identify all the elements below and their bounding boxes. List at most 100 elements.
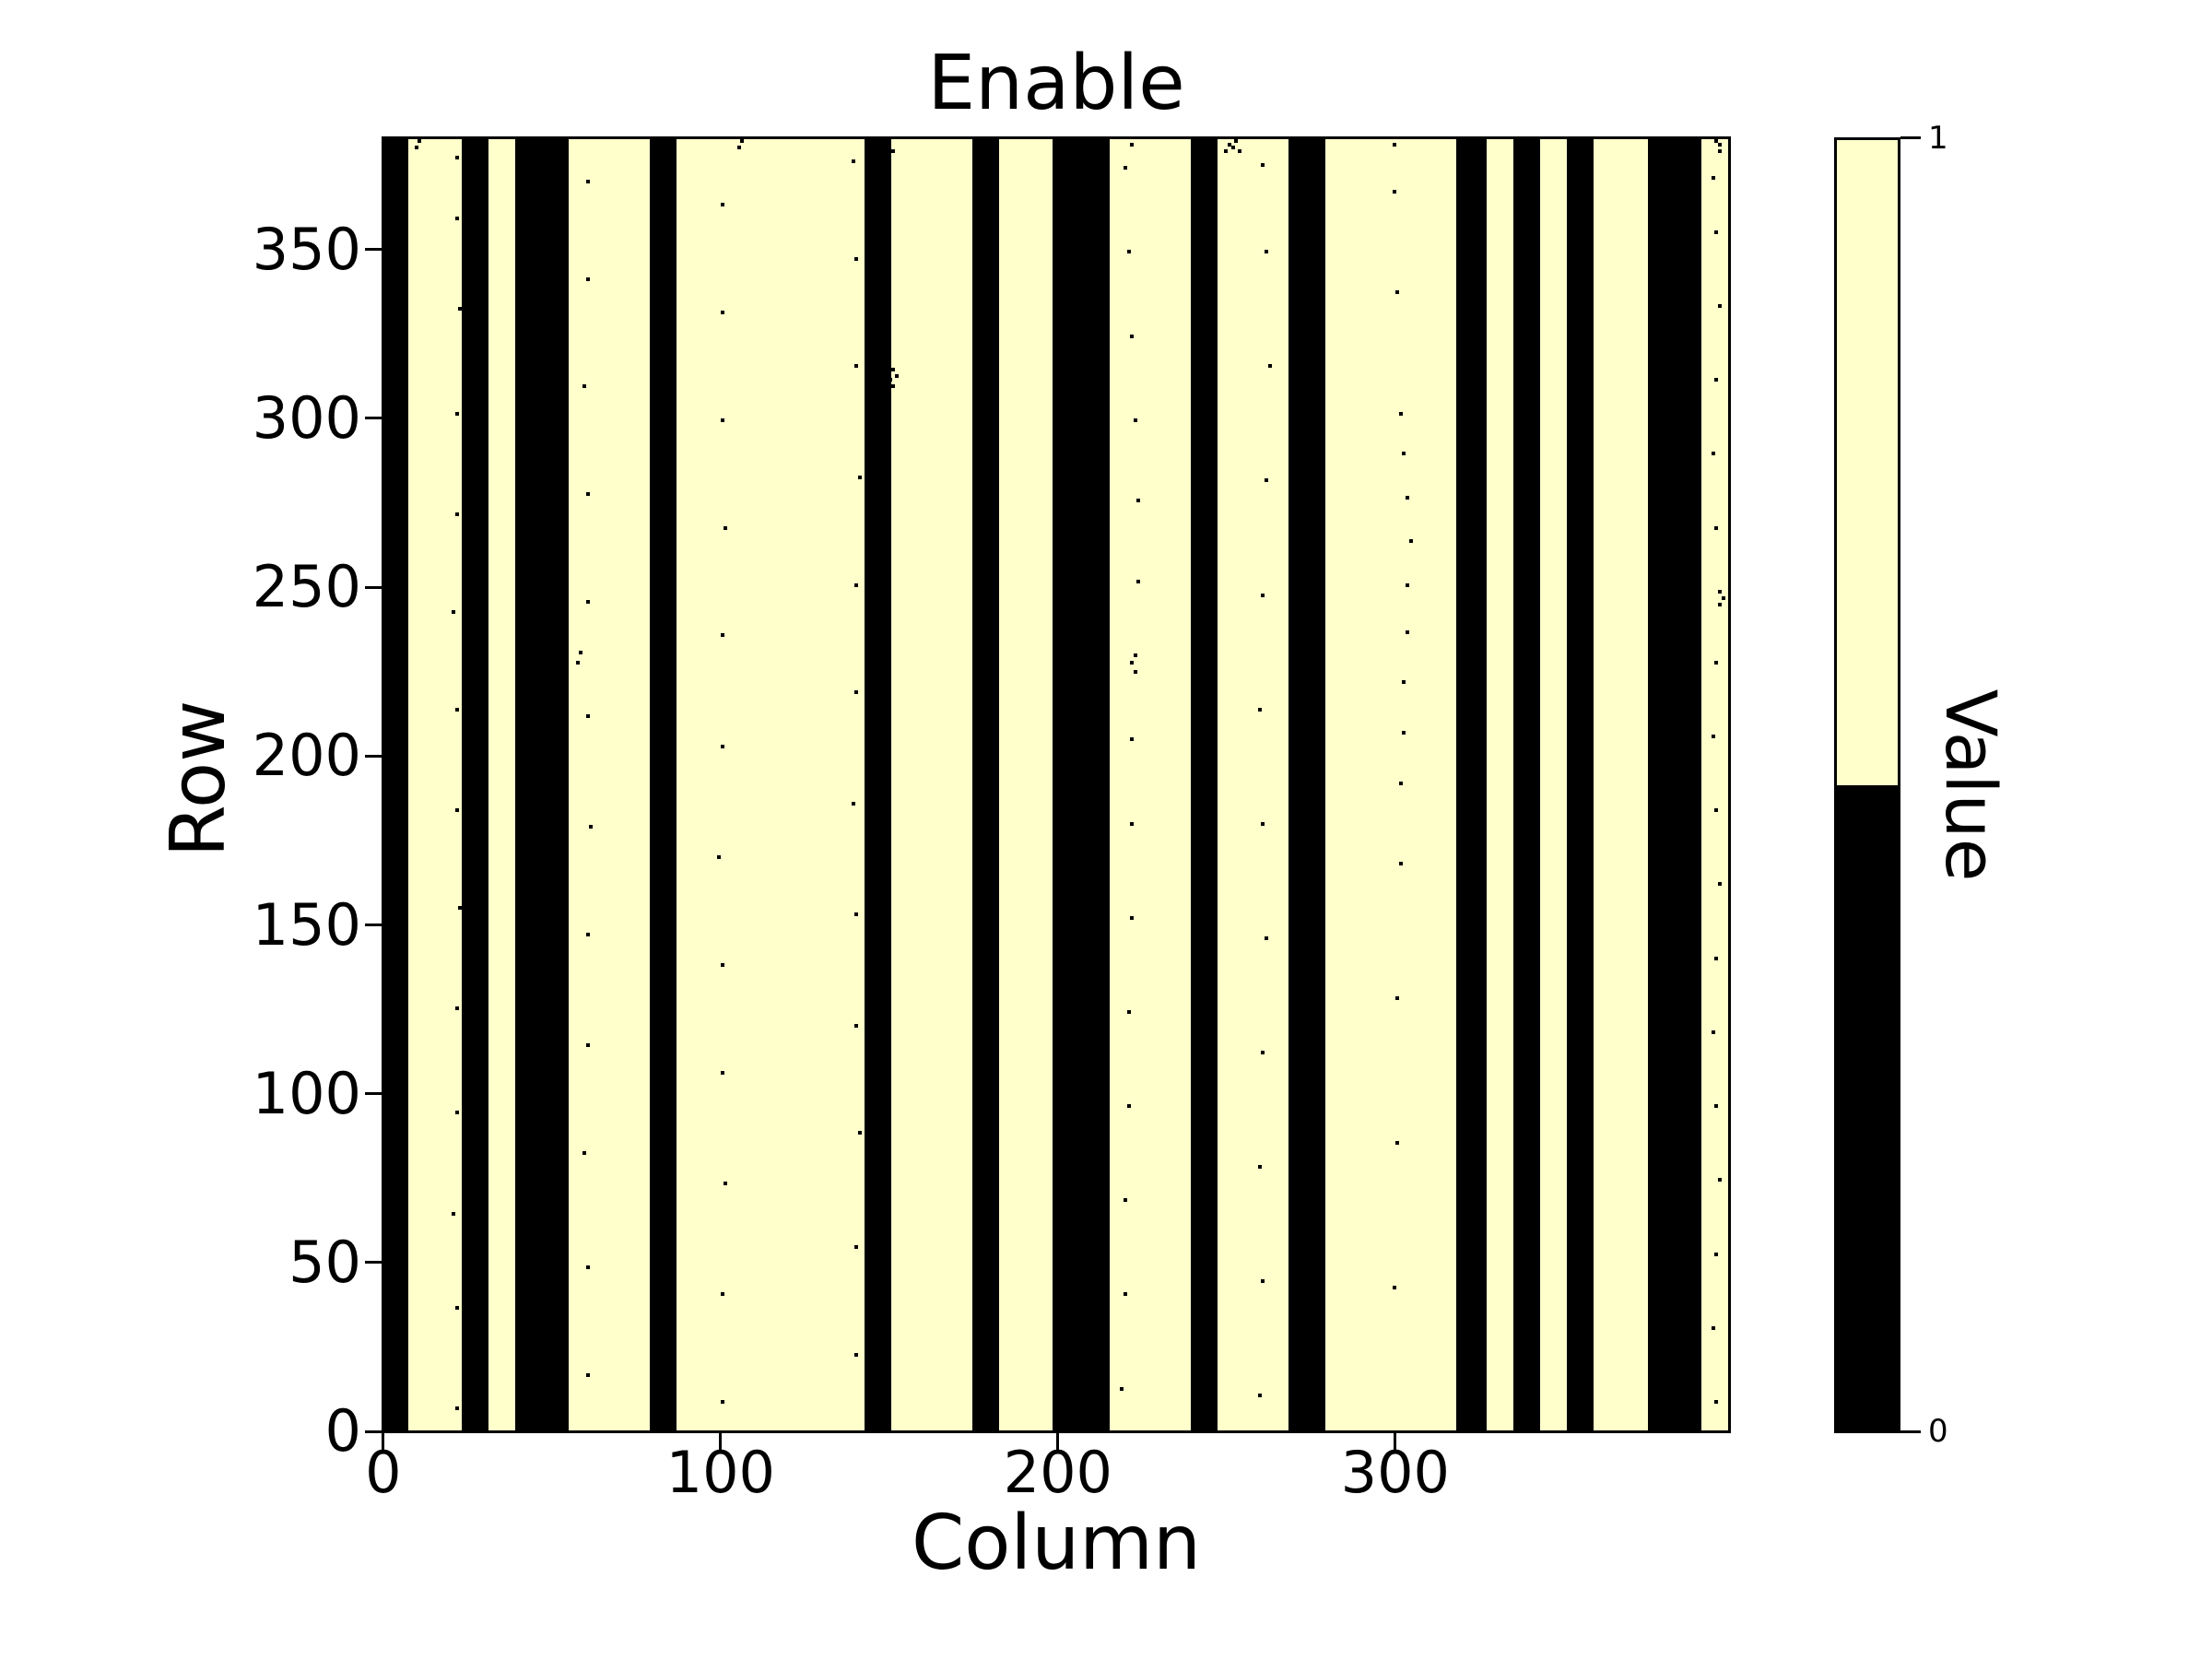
heatmap-noise-dot bbox=[1133, 670, 1137, 675]
y-tick-label: 250 bbox=[252, 553, 361, 621]
y-tick-mark bbox=[365, 1430, 382, 1433]
y-tick-mark bbox=[365, 924, 382, 927]
y-tick-label: 0 bbox=[324, 1397, 361, 1465]
colorbar-tick-label-0: 0 bbox=[1928, 1413, 1948, 1450]
heatmap-zero-bar bbox=[971, 139, 1000, 1430]
heatmap-noise-dot bbox=[857, 475, 862, 479]
heatmap-noise-dot bbox=[589, 825, 594, 830]
heatmap-noise-dot bbox=[1130, 915, 1135, 920]
heatmap-noise-dot bbox=[1711, 1030, 1715, 1034]
x-tick-mark bbox=[1394, 1433, 1397, 1450]
heatmap-noise-dot bbox=[414, 146, 418, 150]
heatmap-cells bbox=[384, 139, 1728, 1430]
heatmap-noise-dot bbox=[1130, 142, 1135, 147]
heatmap-noise-dot bbox=[585, 599, 590, 604]
heatmap-noise-dot bbox=[720, 1292, 724, 1297]
heatmap-noise-dot bbox=[1398, 781, 1403, 785]
heatmap-noise-dot bbox=[720, 311, 724, 315]
heatmap-zero-bar bbox=[1053, 139, 1111, 1430]
heatmap-noise-dot bbox=[585, 933, 590, 937]
heatmap-noise-dot bbox=[1718, 142, 1723, 147]
heatmap-noise-dot bbox=[454, 411, 459, 416]
heatmap-noise-dot bbox=[454, 1406, 459, 1411]
heatmap-noise-dot bbox=[1261, 1050, 1265, 1054]
heatmap-noise-dot bbox=[1123, 1292, 1127, 1297]
heatmap-noise-dot bbox=[1136, 499, 1141, 503]
heatmap-noise-dot bbox=[1264, 250, 1268, 254]
heatmap-noise-dot bbox=[1130, 737, 1135, 742]
heatmap-plot-area bbox=[382, 136, 1731, 1433]
colorbar bbox=[1834, 137, 1900, 1433]
heatmap-noise-dot bbox=[582, 384, 587, 389]
heatmap-noise-dot bbox=[1264, 935, 1268, 940]
heatmap-noise-dot bbox=[1395, 290, 1400, 295]
y-tick-mark bbox=[365, 248, 382, 252]
heatmap-noise-dot bbox=[1714, 956, 1719, 960]
heatmap-noise-dot bbox=[1257, 1164, 1262, 1169]
heatmap-noise-dot bbox=[891, 384, 896, 389]
heatmap-noise-dot bbox=[1133, 418, 1137, 422]
heatmap-noise-dot bbox=[454, 512, 459, 516]
chart-title: Enable bbox=[927, 40, 1185, 127]
heatmap-noise-dot bbox=[1261, 593, 1265, 597]
heatmap-noise-dot bbox=[585, 1372, 590, 1377]
heatmap-noise-dot bbox=[458, 307, 463, 312]
heatmap-noise-dot bbox=[1227, 142, 1231, 147]
heatmap-noise-dot bbox=[585, 713, 590, 718]
heatmap-noise-dot bbox=[1714, 1400, 1719, 1405]
heatmap-noise-dot bbox=[1721, 596, 1725, 601]
heatmap-noise-dot bbox=[585, 1043, 590, 1048]
x-tick-mark bbox=[1056, 1433, 1060, 1450]
heatmap-noise-dot bbox=[1257, 707, 1262, 712]
heatmap-noise-dot bbox=[851, 159, 855, 163]
heatmap-noise-dot bbox=[1714, 808, 1719, 813]
heatmap-noise-dot bbox=[454, 1306, 459, 1310]
heatmap-noise-dot bbox=[1126, 1104, 1131, 1109]
heatmap-noise-dot bbox=[1395, 996, 1400, 1001]
heatmap-noise-dot bbox=[854, 364, 859, 369]
heatmap-zero-bar bbox=[384, 139, 408, 1430]
heatmap-noise-dot bbox=[1398, 411, 1403, 416]
heatmap-noise-dot bbox=[575, 660, 580, 665]
y-tick-mark bbox=[365, 1092, 382, 1096]
heatmap-noise-dot bbox=[582, 1151, 587, 1156]
heatmap-noise-dot bbox=[1130, 821, 1135, 826]
heatmap-noise-dot bbox=[891, 148, 896, 153]
heatmap-noise-dot bbox=[854, 1245, 859, 1250]
heatmap-noise-dot bbox=[1718, 882, 1723, 887]
heatmap-zero-bar bbox=[865, 139, 892, 1430]
heatmap-noise-dot bbox=[857, 1131, 862, 1135]
heatmap-noise-dot bbox=[1130, 660, 1135, 665]
heatmap-noise-dot bbox=[1718, 303, 1723, 308]
heatmap-zero-bar bbox=[1512, 139, 1540, 1430]
heatmap-noise-dot bbox=[720, 633, 724, 638]
heatmap-noise-dot bbox=[1126, 250, 1131, 254]
heatmap-noise-dot bbox=[720, 203, 724, 207]
heatmap-noise-dot bbox=[1406, 582, 1410, 587]
heatmap-noise-dot bbox=[1261, 821, 1265, 826]
heatmap-noise-dot bbox=[1392, 142, 1396, 147]
y-tick-label: 350 bbox=[252, 215, 361, 283]
x-tick-mark bbox=[382, 1433, 385, 1450]
x-tick-label: 100 bbox=[665, 1439, 775, 1506]
heatmap-noise-dot bbox=[1130, 334, 1135, 338]
heatmap-noise-dot bbox=[720, 962, 724, 967]
heatmap-noise-dot bbox=[1406, 629, 1410, 634]
heatmap-noise-dot bbox=[1224, 148, 1229, 153]
heatmap-noise-dot bbox=[451, 609, 455, 614]
heatmap-noise-dot bbox=[1718, 1178, 1723, 1182]
heatmap-noise-dot bbox=[1408, 539, 1413, 544]
heatmap-noise-dot bbox=[1711, 1325, 1715, 1330]
heatmap-noise-dot bbox=[1718, 603, 1723, 607]
heatmap-noise-dot bbox=[1392, 189, 1396, 194]
y-tick-label: 150 bbox=[252, 890, 361, 959]
heatmap-noise-dot bbox=[454, 707, 459, 712]
colorbar-tick-bottom bbox=[1900, 1430, 1921, 1433]
heatmap-noise-dot bbox=[1711, 734, 1715, 738]
heatmap-noise-dot bbox=[720, 744, 724, 748]
heatmap-noise-dot bbox=[1123, 1198, 1127, 1203]
heatmap-noise-dot bbox=[1718, 148, 1723, 153]
heatmap-noise-dot bbox=[720, 1400, 724, 1405]
heatmap-noise-dot bbox=[585, 179, 590, 183]
colorbar-label: Value bbox=[1930, 688, 2012, 882]
